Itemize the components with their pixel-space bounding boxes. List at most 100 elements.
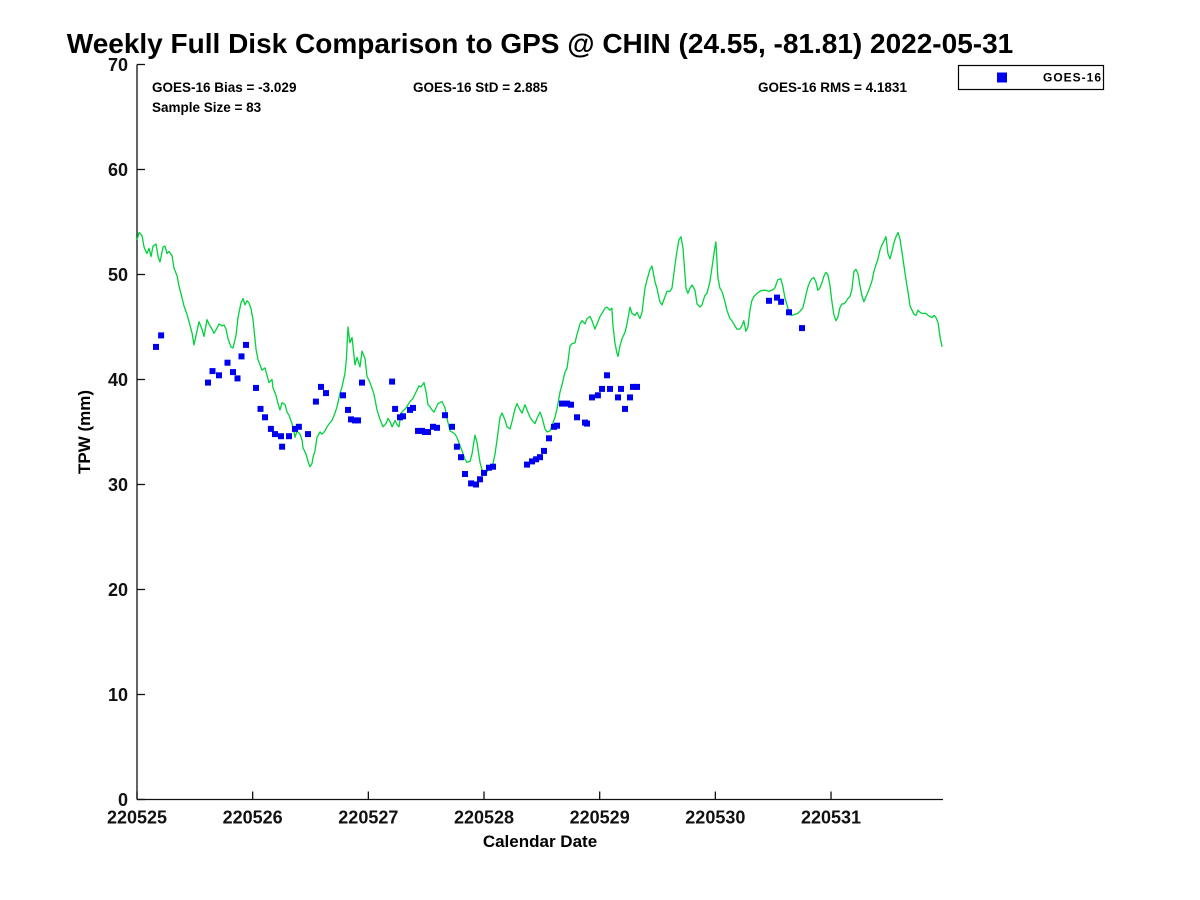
goes16-data-point xyxy=(449,423,455,430)
goes16-data-point xyxy=(473,481,479,488)
goes16-data-point xyxy=(564,400,571,407)
y-tick-label: 10 xyxy=(108,685,128,705)
goes16-data-point xyxy=(318,383,324,390)
y-tick-label: 30 xyxy=(108,475,128,495)
x-tick-label: 220526 xyxy=(223,808,283,828)
goes16-data-point xyxy=(425,429,431,435)
goes16-data-point xyxy=(462,471,468,477)
goes16-data-point xyxy=(305,431,311,438)
y-tick-label: 20 xyxy=(108,580,128,600)
goes16-data-point xyxy=(468,480,475,487)
goes16-data-point xyxy=(279,443,286,450)
goes16-data-point xyxy=(238,353,245,360)
x-tick-label: 220527 xyxy=(338,808,398,828)
goes16-data-point xyxy=(481,469,487,476)
goes16-data-point xyxy=(348,416,354,423)
stat-std: GOES-16 StD = 2.885 xyxy=(413,80,548,95)
goes16-data-point xyxy=(230,369,236,376)
goes16-data-point xyxy=(272,431,278,438)
goes16-data-point xyxy=(267,425,274,432)
goes16-data-point xyxy=(490,463,496,470)
goes16-data-point xyxy=(524,461,530,468)
x-axis-label: Calendar Date xyxy=(483,832,597,851)
goes16-data-point xyxy=(216,372,222,379)
goes16-data-point xyxy=(224,359,231,366)
x-tick-label: 220525 xyxy=(107,808,167,828)
goes16-scatter-series xyxy=(153,294,805,488)
goes16-data-point xyxy=(295,423,302,430)
goes16-data-point xyxy=(786,309,792,316)
goes16-data-point xyxy=(774,294,780,301)
x-tick-label: 220528 xyxy=(454,808,514,828)
goes16-data-point xyxy=(799,325,805,332)
goes16-data-point xyxy=(554,422,560,429)
x-tick-label: 220531 xyxy=(801,808,861,828)
legend: GOES-16 xyxy=(957,64,1105,91)
axes: 0 10 20 30 40 50 60 70 220525 220526 220527 220528 2… xyxy=(107,55,943,828)
legend-marker-goes16 xyxy=(997,72,1007,83)
goes16-data-point xyxy=(410,404,416,411)
goes16-data-point xyxy=(257,405,264,412)
gps-line-series xyxy=(136,231,943,475)
goes16-data-point xyxy=(205,379,211,386)
goes16-data-point xyxy=(568,401,574,408)
goes16-data-point xyxy=(262,414,268,421)
goes16-data-point xyxy=(546,435,552,442)
x-tick-label: 220530 xyxy=(685,808,745,828)
goes16-data-point xyxy=(209,368,216,375)
goes16-data-point xyxy=(589,394,595,401)
goes16-data-point xyxy=(340,392,346,399)
goes16-data-point xyxy=(607,385,613,392)
goes16-data-point xyxy=(529,458,535,465)
chart-title: Weekly Full Disk Comparison to GPS @ CHI… xyxy=(67,28,1013,59)
goes16-data-point xyxy=(278,433,284,440)
y-tick-label: 40 xyxy=(108,370,128,390)
goes16-data-point xyxy=(766,297,772,304)
y-tick-label: 0 xyxy=(118,790,128,810)
goes16-data-point xyxy=(627,394,633,401)
goes16-data-point xyxy=(778,298,785,305)
goes16-data-point xyxy=(430,423,436,430)
goes16-data-point xyxy=(415,427,421,434)
goes16-data-point xyxy=(618,385,624,392)
goes16-data-point xyxy=(477,476,483,483)
goes16-data-point xyxy=(559,400,565,407)
y-tick-label: 50 xyxy=(108,265,128,285)
goes16-data-point xyxy=(323,390,329,397)
y-axis-label: TPW (mm) xyxy=(75,390,94,474)
stat-bias: GOES-16 Bias = -3.029 xyxy=(152,80,296,95)
y-tick-label: 70 xyxy=(108,55,128,75)
goes16-data-point xyxy=(234,375,241,382)
goes16-data-point xyxy=(253,384,259,391)
goes16-data-point xyxy=(286,433,292,440)
goes16-data-point xyxy=(630,383,636,390)
goes16-data-point xyxy=(622,405,628,412)
goes16-data-point xyxy=(537,454,543,461)
stat-rms: GOES-16 RMS = 4.1831 xyxy=(758,80,907,95)
goes16-data-point xyxy=(442,412,448,419)
gps-line xyxy=(136,231,943,475)
goes16-data-point xyxy=(599,385,605,392)
goes16-data-point xyxy=(453,443,460,450)
y-tick-label: 60 xyxy=(108,160,128,180)
goes16-data-point xyxy=(243,341,249,348)
goes16-data-point xyxy=(359,379,365,386)
legend-box xyxy=(957,64,1105,91)
goes16-data-point xyxy=(345,406,351,413)
x-tick-label: 220529 xyxy=(570,808,630,828)
goes16-data-point xyxy=(158,332,165,339)
goes16-data-point xyxy=(355,417,361,424)
goes16-data-point xyxy=(604,372,610,379)
stat-sample-size: Sample Size = 83 xyxy=(152,100,262,115)
goes16-data-point xyxy=(400,413,406,420)
goes16-data-point xyxy=(312,398,319,405)
goes16-data-point xyxy=(594,392,601,399)
goes16-data-point xyxy=(486,464,492,471)
goes16-data-point xyxy=(634,383,640,390)
goes16-data-point xyxy=(389,378,396,385)
goes16-data-point xyxy=(392,405,399,412)
goes16-data-point xyxy=(434,424,440,431)
goes16-data-point xyxy=(458,454,464,461)
